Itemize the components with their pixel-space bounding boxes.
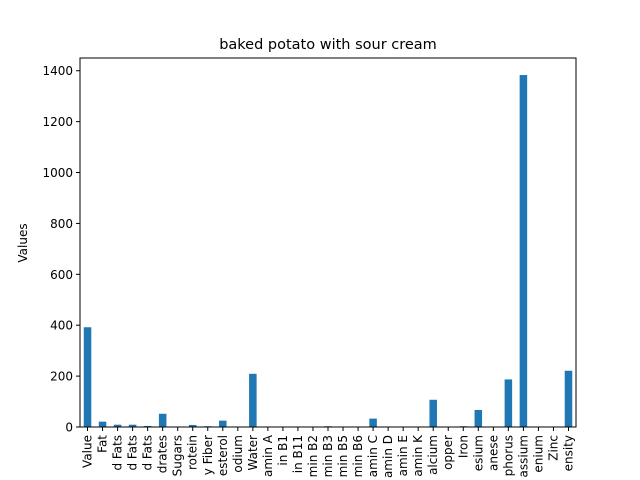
y-tick-label: 1400: [42, 64, 73, 78]
x-tick-label: odium: [231, 435, 245, 473]
x-tick-label: assium: [516, 435, 530, 478]
bars-group: [83, 75, 573, 428]
bar: [113, 424, 122, 427]
y-tick-label: 200: [50, 370, 73, 384]
bar: [474, 409, 483, 427]
x-tick-label: anese: [486, 435, 500, 471]
x-tick-label: min B3: [321, 435, 335, 477]
x-tick-label: esterol: [216, 435, 230, 476]
bar: [249, 373, 257, 427]
x-tick-label: d Fats: [126, 435, 140, 471]
x-tick-label: Value: [81, 435, 95, 468]
bar: [83, 327, 92, 427]
bar: [98, 421, 107, 427]
x-tick-label: d Fats: [141, 435, 155, 471]
plot-frame: [79, 57, 577, 428]
y-tick-label: 0: [65, 421, 73, 435]
x-tick-label: enium: [531, 435, 545, 473]
y-tick-label: 800: [50, 217, 73, 231]
x-tick-label: amin E: [396, 435, 410, 476]
y-tick-label: 400: [50, 319, 73, 333]
bar: [128, 424, 137, 427]
x-tick-label: amin C: [366, 435, 380, 477]
bar: [519, 75, 528, 428]
bar: [564, 370, 573, 427]
x-tick-label: Iron: [456, 435, 470, 458]
x-axis-ticks: Value Fat d Fats d Fats d Fats drates Sugars ro…: [81, 427, 575, 478]
bar: [219, 420, 227, 427]
x-tick-label: Fat: [96, 435, 110, 453]
x-tick-label: drates: [156, 435, 170, 473]
bar: [188, 424, 197, 427]
x-tick-label: Sugars: [171, 435, 185, 476]
bar: [158, 413, 167, 427]
x-tick-label: min B6: [351, 435, 365, 477]
x-tick-label: amin K: [411, 434, 425, 477]
x-tick-label: min B5: [336, 435, 350, 477]
y-axis-ticks: 0 200 400 600 800 1000 1200 1400: [42, 64, 80, 435]
bar: [504, 379, 513, 427]
x-tick-label: Water: [246, 435, 260, 471]
x-tick-label: Zinc: [546, 435, 560, 461]
x-tick-label: alcium: [426, 435, 440, 475]
bar: [143, 425, 152, 427]
x-tick-label: min B2: [306, 435, 320, 477]
y-tick-label: 1200: [42, 115, 73, 129]
x-tick-label: opper: [441, 435, 455, 470]
x-tick-label: y Fiber: [201, 435, 215, 475]
x-tick-label: phorus: [501, 435, 515, 476]
y-tick-label: 1000: [42, 166, 73, 180]
chart-title: baked potato with sour cream: [219, 37, 437, 53]
x-tick-label: ensity: [561, 435, 575, 471]
x-tick-label: amin D: [381, 435, 395, 478]
y-axis-label: Values: [16, 223, 30, 262]
x-tick-label: in B11: [291, 435, 305, 473]
x-tick-label: amin A: [261, 434, 275, 477]
x-tick-label: rotein: [186, 435, 200, 470]
y-tick-label: 600: [50, 268, 73, 282]
x-tick-label: d Fats: [111, 435, 125, 471]
bar: [429, 399, 437, 427]
bar: [369, 418, 377, 427]
x-tick-label: esium: [471, 435, 485, 471]
x-tick-label: in B1: [276, 435, 290, 466]
